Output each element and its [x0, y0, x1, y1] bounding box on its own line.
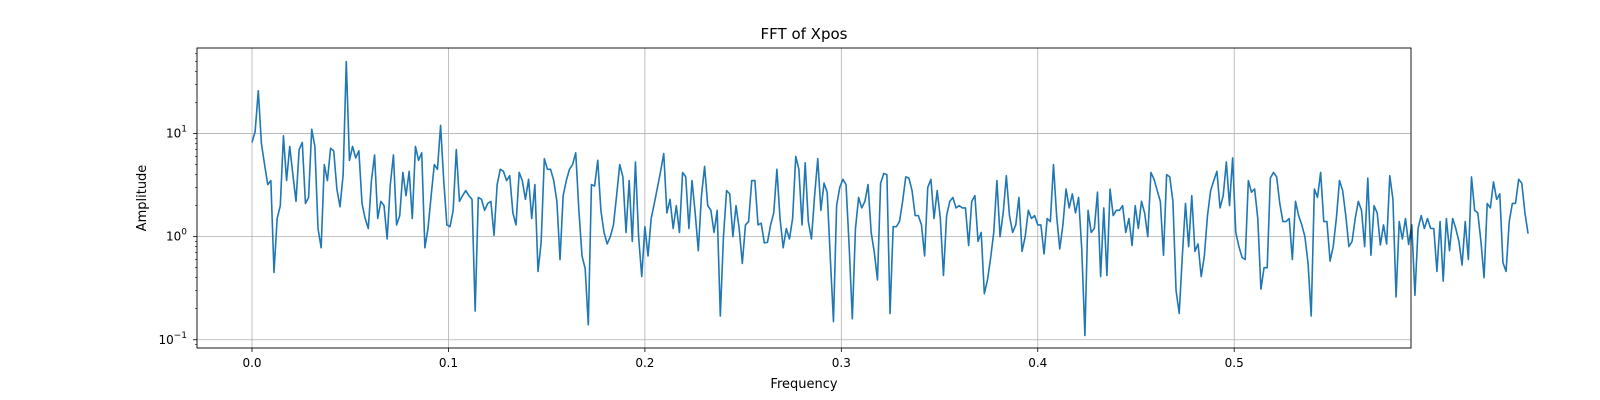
x-axis-label: Frequency — [770, 377, 837, 392]
y-tick-label-base: 10 — [166, 230, 181, 244]
y-tick-label-exponent: −1 — [174, 331, 187, 341]
y-tick-label-base: 10 — [158, 333, 173, 347]
plot-frame — [196, 47, 1412, 349]
x-tick-label: 0.5 — [1225, 356, 1244, 370]
y-axis-label: Amplitude — [135, 165, 150, 232]
x-tick-label: 0.0 — [242, 356, 261, 370]
y-tick-label-base: 10 — [166, 127, 181, 141]
x-tick-label: 0.3 — [832, 356, 851, 370]
y-tick-label: 100 — [166, 228, 187, 244]
grid-lines — [197, 48, 1411, 348]
x-axis-ticks: 0.0 0.1 0.2 0.3 0.4 0.5 — [242, 348, 1244, 370]
y-tick-label-exponent: 0 — [181, 228, 187, 238]
x-tick-label: 0.4 — [1028, 356, 1047, 370]
series-line — [251, 60, 1529, 337]
x-tick-label: 0.1 — [439, 356, 458, 370]
x-tick-label: 0.2 — [635, 356, 654, 370]
chart-title: FFT of Xpos — [761, 25, 848, 43]
y-tick-label-exponent: 1 — [181, 125, 187, 135]
y-tick-label: 10−1 — [158, 331, 187, 347]
y-tick-label: 101 — [166, 125, 187, 141]
